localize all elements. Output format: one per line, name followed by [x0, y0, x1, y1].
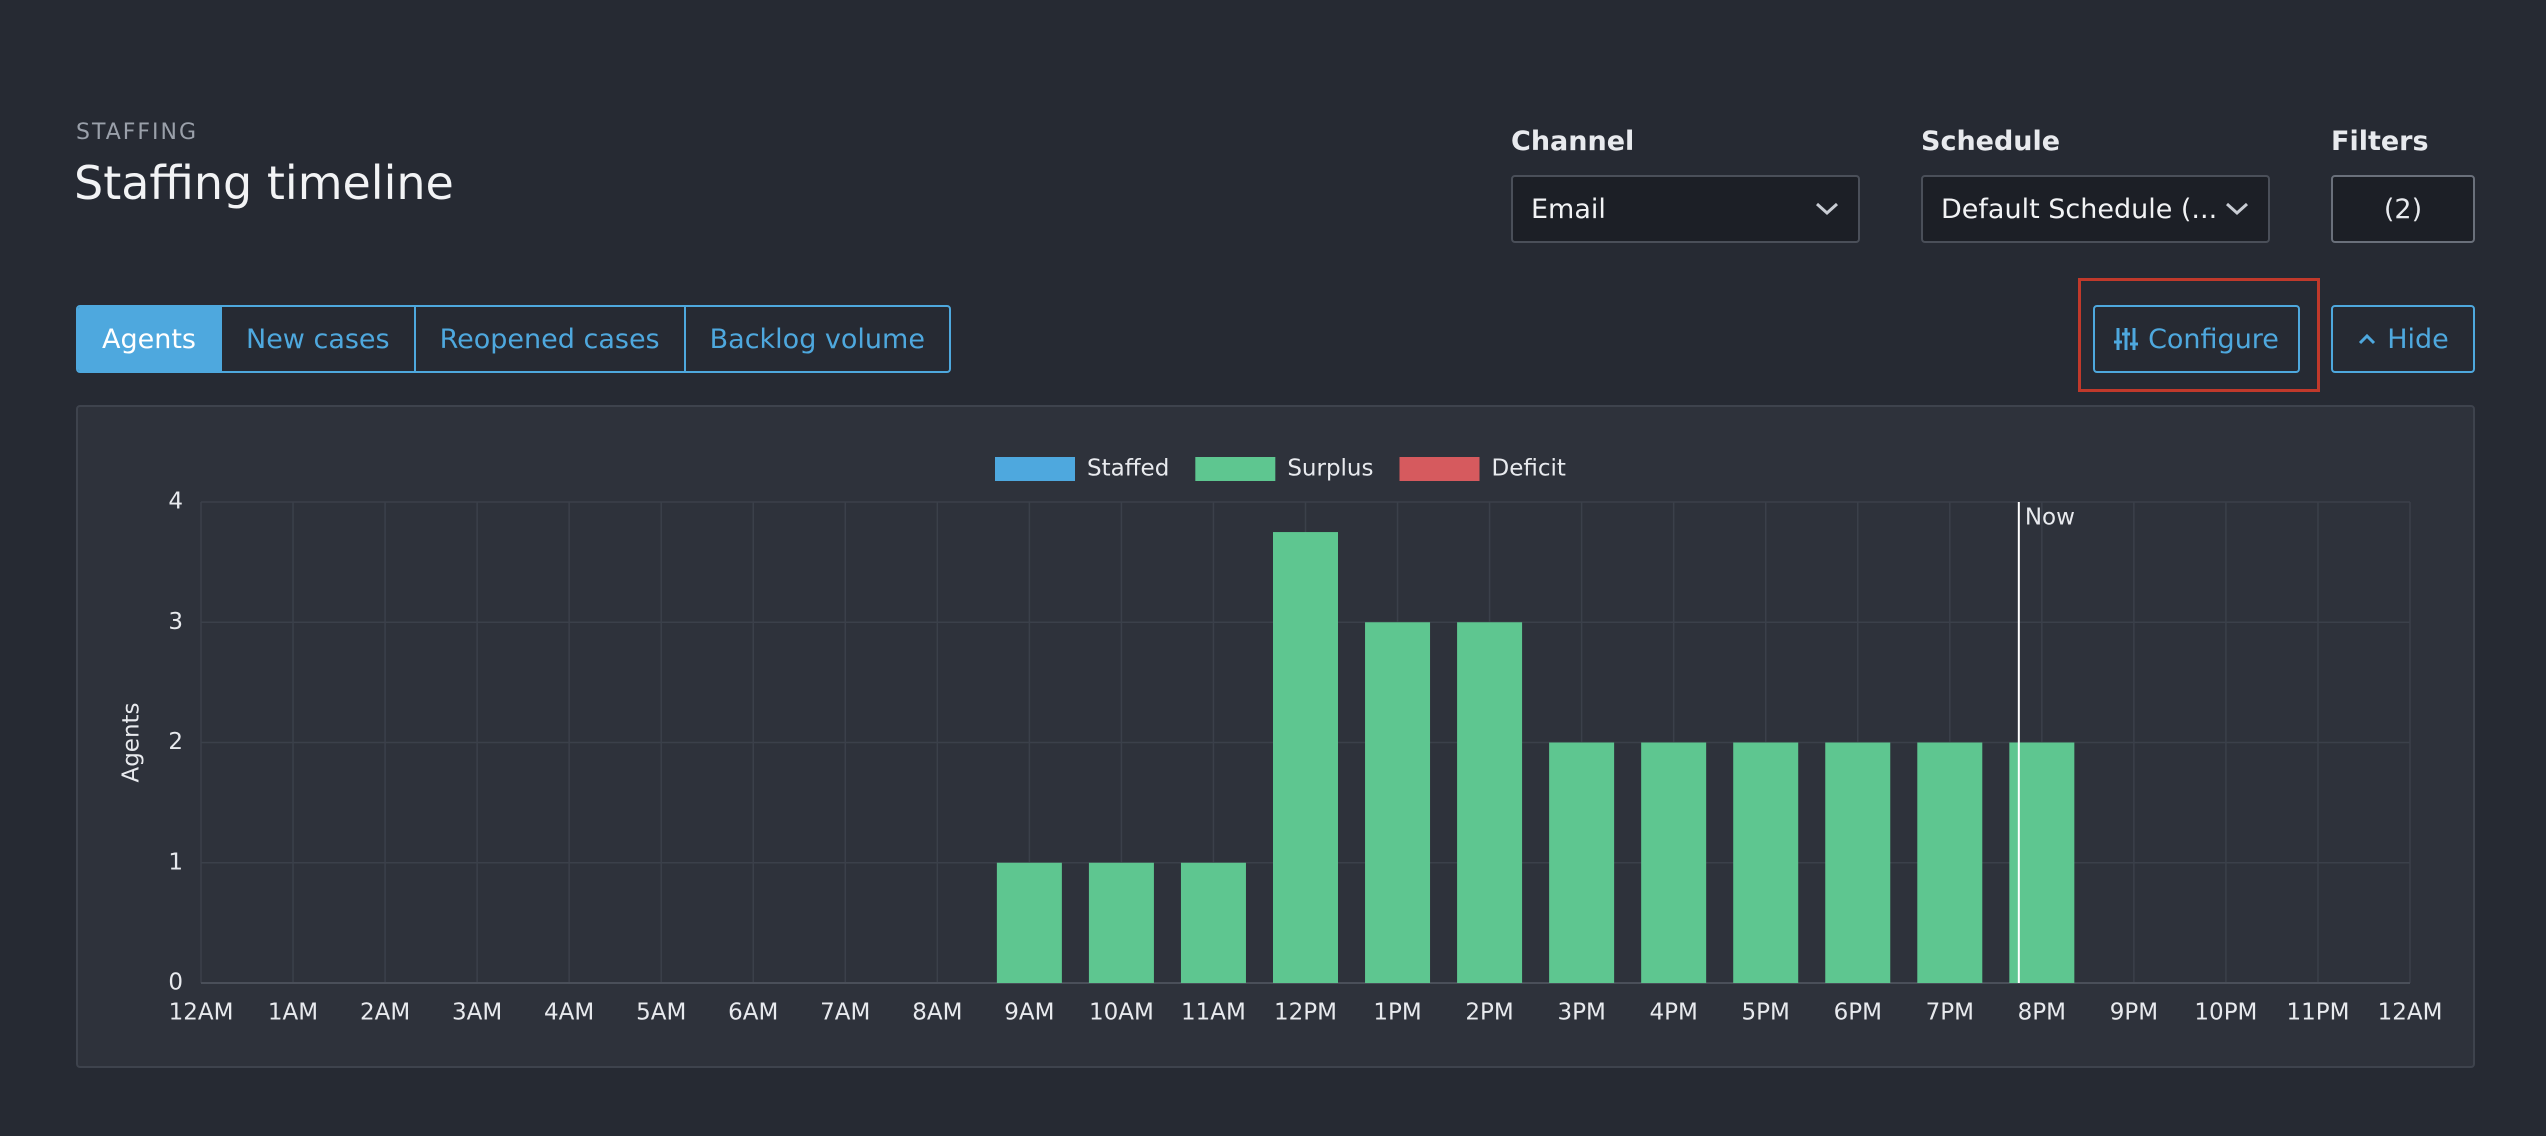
- x-tick-label: 9PM: [2110, 1000, 2158, 1026]
- legend-label: Deficit: [1492, 456, 1566, 482]
- bar: [1365, 622, 1431, 983]
- channel-select[interactable]: Email: [1511, 175, 1860, 243]
- x-tick-label: 3AM: [452, 1000, 502, 1026]
- x-tick-label: 8AM: [912, 1000, 962, 1026]
- now-label: Now: [2025, 505, 2075, 531]
- tab-group: Agents New cases Reopened cases Backlog vol…: [76, 305, 951, 373]
- tab[interactable]: New cases: [220, 307, 414, 371]
- x-tick-label: 7AM: [820, 1000, 870, 1026]
- bar: [2009, 742, 2075, 983]
- tab[interactable]: Reopened cases: [413, 307, 684, 371]
- x-tick-label: 9AM: [1004, 1000, 1054, 1026]
- x-tick-label: 8PM: [2018, 1000, 2066, 1026]
- x-tick-label: 4AM: [544, 1000, 594, 1026]
- filters-label: Filters: [2331, 126, 2429, 157]
- x-tick-label: 6AM: [728, 1000, 778, 1026]
- x-tick-label: 6PM: [1834, 1000, 1882, 1026]
- y-axis-label: Agents: [119, 702, 145, 782]
- x-tick-label: 1AM: [268, 1000, 318, 1026]
- highlight-box: [2078, 278, 2320, 392]
- y-tick-label: 4: [168, 489, 183, 515]
- legend-swatch: [1195, 457, 1276, 481]
- channel-label: Channel: [1511, 126, 1635, 157]
- eyebrow: STAFFING: [76, 120, 199, 145]
- chevron: [1815, 202, 1839, 216]
- hide-label: Hide: [2387, 323, 2449, 355]
- x-tick-label: 10PM: [2194, 1000, 2257, 1026]
- x-tick-label: 2PM: [1465, 1000, 1513, 1026]
- schedule-select[interactable]: Default Schedule (...: [1921, 175, 2270, 243]
- bar: [1273, 532, 1338, 983]
- x-tick-label: 2AM: [360, 1000, 410, 1026]
- chart-panel: 0 1 2 3 4 12AM 1AM 2AM 3AM 4AM 5AM 6AM 7AM 8AM 9AM 10AM…: [76, 405, 2475, 1068]
- tab[interactable]: Agents: [78, 307, 220, 371]
- y-tick-label: 1: [168, 849, 183, 875]
- x-tick-label: 12PM: [1274, 1000, 1337, 1026]
- x-tick-label: 7PM: [1926, 1000, 1974, 1026]
- bar: [1825, 742, 1891, 983]
- configure-label: Configure: [2148, 323, 2279, 355]
- schedule-value: Default Schedule (...: [1941, 193, 2218, 225]
- legend-swatch: [995, 457, 1075, 481]
- channel-value: Email: [1531, 193, 1606, 225]
- x-tick-label: 1PM: [1373, 1000, 1421, 1026]
- bar: [1549, 742, 1615, 983]
- legend-swatch: [1399, 457, 1480, 481]
- x-tick-label: 4PM: [1649, 1000, 1697, 1026]
- hide-button[interactable]: Hide: [2331, 305, 2475, 373]
- y-tick-label: 2: [168, 729, 183, 755]
- x-tick-label: 11AM: [1181, 1000, 1246, 1026]
- bar: [1917, 742, 1983, 983]
- bar: [1641, 742, 1707, 983]
- chart: 0 1 2 3 4 12AM 1AM 2AM 3AM 4AM 5AM 6AM 7AM 8AM 9AM 10AM…: [119, 456, 2443, 1026]
- x-tick-label: 3PM: [1557, 1000, 1605, 1026]
- chevron: [2225, 202, 2249, 216]
- x-tick-label: 10AM: [1089, 1000, 1154, 1026]
- filters-value: (2): [2383, 193, 2423, 225]
- x-tick-label: 12AM: [2378, 1000, 2443, 1026]
- page-title: Staffing timeline: [74, 156, 454, 210]
- x-tick-label: 12AM: [169, 1000, 234, 1026]
- x-tick-label: 5AM: [636, 1000, 686, 1026]
- bar: [1180, 862, 1246, 983]
- tab[interactable]: Backlog volume: [683, 307, 949, 371]
- chevron-up: [2359, 333, 2376, 345]
- bar: [1088, 862, 1154, 983]
- y-tick-label: 0: [168, 970, 183, 996]
- sliders-icon: [2114, 328, 2139, 350]
- filters-button[interactable]: (2): [2331, 175, 2475, 243]
- y-tick-label: 3: [168, 609, 183, 635]
- legend-label: Surplus: [1287, 456, 1373, 482]
- x-tick-label: 5PM: [1742, 1000, 1790, 1026]
- bar: [996, 862, 1062, 983]
- configure-button[interactable]: Configure: [2093, 305, 2300, 373]
- x-tick-label: 11PM: [2286, 1000, 2349, 1026]
- legend-label: Staffed: [1087, 456, 1169, 482]
- schedule-label: Schedule: [1921, 126, 2061, 157]
- bar: [1457, 622, 1523, 983]
- bar: [1733, 742, 1799, 983]
